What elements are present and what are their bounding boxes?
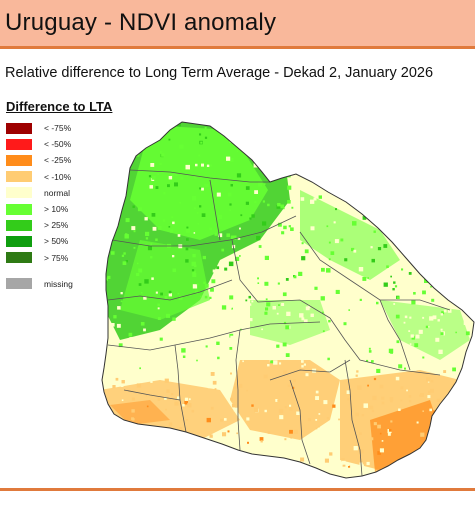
legend-item: < -10% [6, 169, 124, 185]
legend-label: < -25% [44, 155, 72, 166]
legend-swatch [6, 235, 32, 247]
map-subtitle: Relative difference to Long Term Average… [5, 65, 434, 81]
legend-title: Difference to LTA [6, 99, 113, 114]
title-bar: Uruguay - NDVI anomaly [0, 0, 475, 46]
green-zone-northeast [300, 190, 400, 280]
legend-label: > 50% [44, 236, 69, 247]
legend-swatch [6, 278, 32, 290]
legend-item: > 25% [6, 217, 124, 233]
legend-label: < -75% [44, 123, 72, 134]
orange-zone-west-coast [110, 400, 170, 425]
green-zone-central [250, 300, 330, 345]
department-borders [107, 169, 451, 477]
legend-item: missing [6, 276, 124, 292]
green-zone-east [380, 300, 470, 360]
orange-zone-coast [370, 400, 440, 472]
legend-label: > 10% [44, 204, 69, 215]
legend-label: < -10% [44, 171, 72, 182]
legend-swatch [6, 138, 32, 150]
legend-item: > 75% [6, 250, 124, 266]
legend-label: < -50% [44, 139, 72, 150]
legend-swatch [6, 154, 32, 166]
legend-items: < -75% < -50% < -25% < -10% normal > 10% > 25%… [6, 120, 124, 292]
legend-item: < -25% [6, 152, 124, 168]
title-divider [0, 46, 475, 49]
legend-swatch [6, 219, 32, 231]
ndvi-anomaly-map [101, 121, 475, 479]
legend-label: > 25% [44, 220, 69, 231]
anomaly-zones [102, 122, 474, 478]
legend-item: > 50% [6, 233, 124, 249]
orange-zone-south-central [230, 360, 340, 440]
legend-swatch [6, 122, 32, 134]
legend-item: < -50% [6, 136, 124, 152]
legend-swatch [6, 171, 32, 183]
legend-label: > 75% [44, 252, 69, 263]
legend-label: normal [44, 187, 70, 198]
legend-swatch [6, 203, 32, 215]
legend-item: < -75% [6, 120, 124, 136]
legend-item: > 10% [6, 201, 124, 217]
legend-item: normal [6, 185, 124, 201]
map-legend: Difference to LTA < -75% < -50% < -25% < -1… [6, 99, 124, 292]
legend-swatch [6, 187, 32, 199]
bottom-divider [0, 488, 475, 491]
legend-label: missing [44, 278, 73, 289]
map-area [0, 92, 475, 484]
legend-swatch [6, 252, 32, 264]
page-title: Uruguay - NDVI anomaly [5, 9, 277, 36]
